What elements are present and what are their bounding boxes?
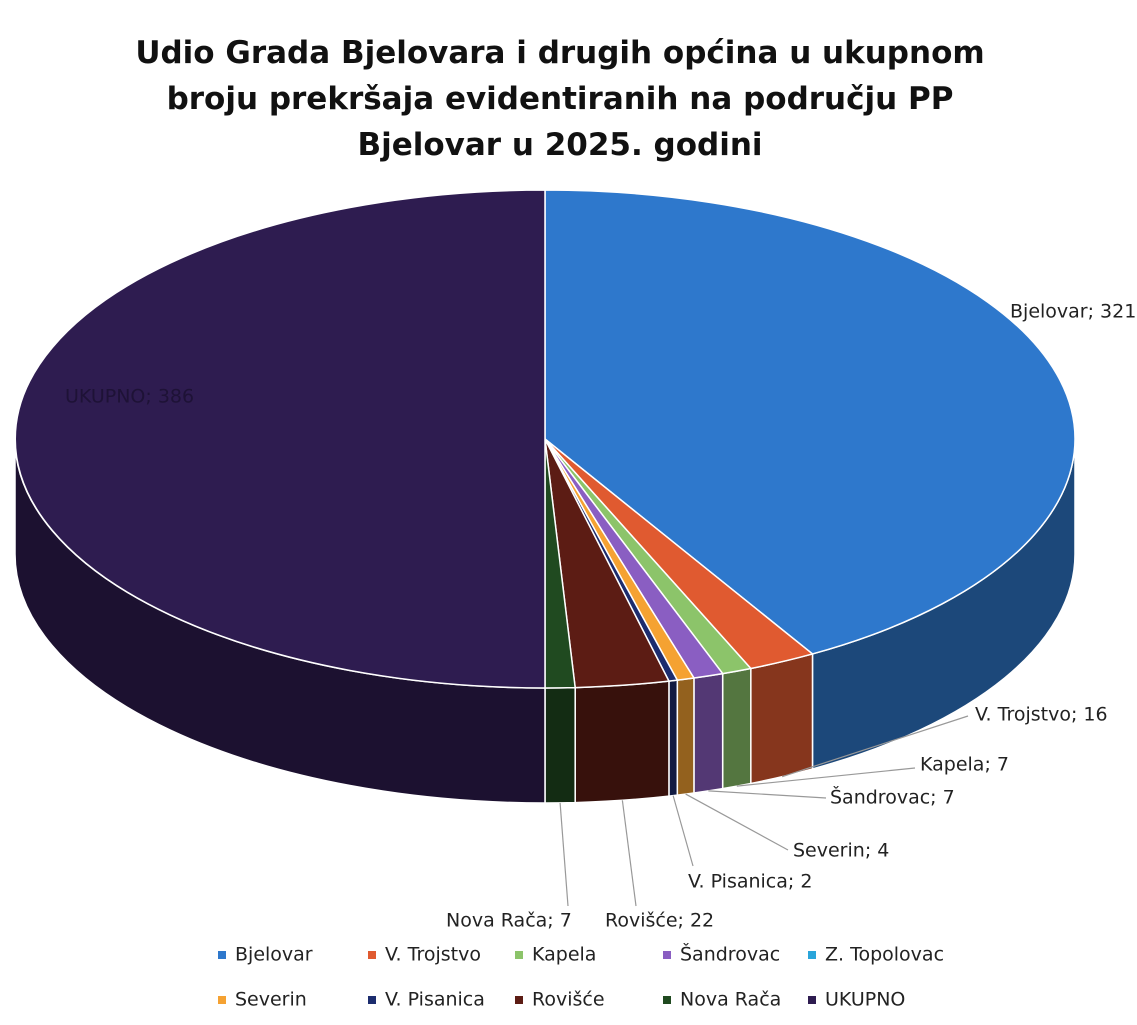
- legend-swatch: [663, 951, 671, 959]
- slice-side: [750, 652, 814, 785]
- legend-label: Šandrovac: [680, 942, 780, 966]
- legend-label: Z. Topolovac: [825, 944, 944, 966]
- legend-label: Nova Rača: [680, 989, 781, 1011]
- legend-label: Kapela: [532, 944, 596, 966]
- legend-label: V. Pisanica: [385, 989, 485, 1011]
- legend-label: Severin: [235, 989, 307, 1011]
- data-label: Šandrovac; 7: [830, 785, 955, 809]
- slice-side: [693, 672, 724, 794]
- data-label: Bjelovar; 321: [1010, 301, 1136, 323]
- legend-swatch: [218, 951, 226, 959]
- leader-line: [685, 793, 789, 851]
- data-label: Nova Rača; 7: [446, 910, 572, 932]
- legend-swatch: [368, 996, 376, 1004]
- data-label: V. Trojstvo; 16: [975, 704, 1108, 726]
- leader-line: [621, 800, 637, 907]
- chart-title: Udio Grada Bjelovara i drugih općina u u…: [135, 35, 985, 163]
- slice-side: [668, 679, 679, 797]
- legend-swatch: [663, 996, 671, 1004]
- slice-side: [676, 677, 695, 796]
- slice-side: [721, 667, 752, 790]
- legend-swatch: [515, 951, 523, 959]
- data-label: UKUPNO; 386: [65, 386, 194, 408]
- data-label: Rovišće; 22: [605, 910, 714, 932]
- data-label: Severin; 4: [793, 840, 889, 862]
- data-label: V. Pisanica; 2: [688, 871, 812, 893]
- legend-label: Bjelovar: [235, 944, 313, 966]
- legend-label: Rovišće: [532, 989, 605, 1011]
- legend-swatch: [515, 996, 523, 1004]
- slice: [544, 189, 1076, 655]
- legend-swatch: [808, 996, 816, 1004]
- leader-line: [736, 767, 916, 787]
- leader-line: [708, 790, 827, 799]
- leader-line: [672, 795, 694, 867]
- legend-swatch: [218, 996, 226, 1004]
- leader-line: [559, 802, 569, 907]
- leader-line: [781, 715, 969, 778]
- legend-label: UKUPNO: [825, 989, 905, 1011]
- legend-swatch: [368, 951, 376, 959]
- legend-label: V. Trojstvo: [385, 944, 481, 966]
- slice-side: [574, 680, 670, 804]
- legend-swatch: [808, 951, 816, 959]
- slice-side: [544, 686, 576, 804]
- slice: [14, 189, 546, 689]
- data-label: Kapela; 7: [920, 754, 1009, 776]
